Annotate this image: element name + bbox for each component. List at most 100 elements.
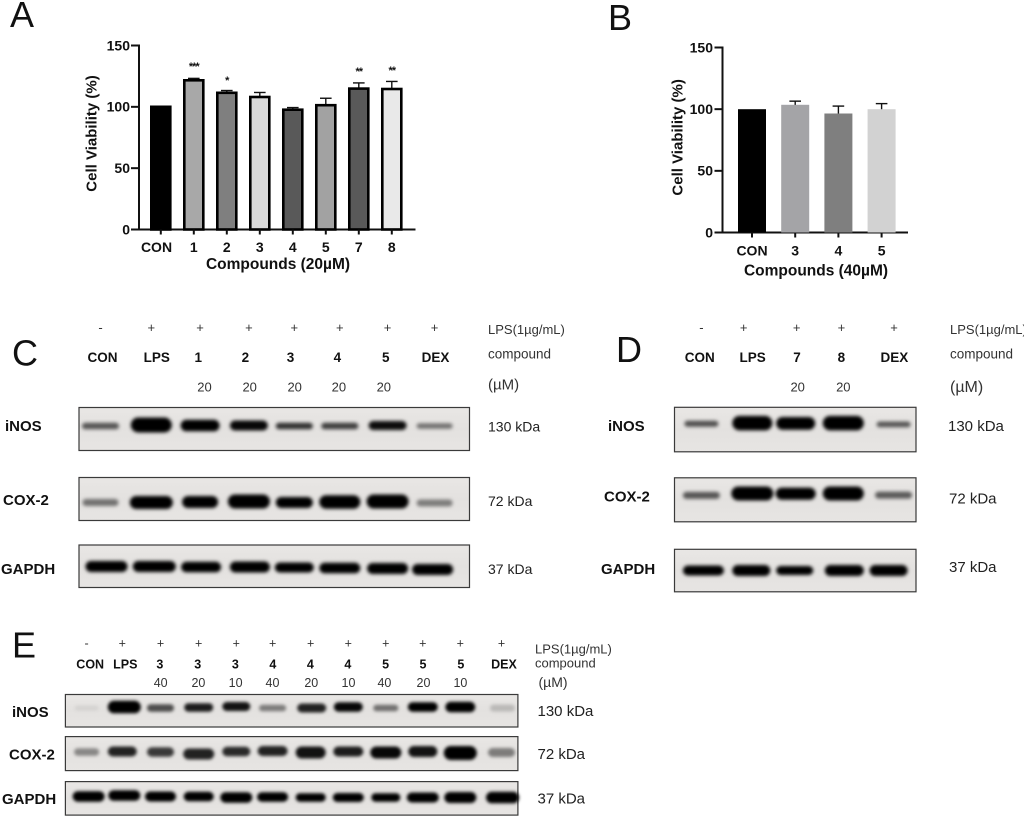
svg-text:+: + [419, 637, 426, 651]
svg-text:40: 40 [377, 676, 391, 690]
svg-text:5: 5 [457, 657, 464, 671]
svg-text:LPS(1µg/mL): LPS(1µg/mL) [535, 642, 612, 657]
svg-text:1: 1 [190, 239, 198, 255]
svg-text:LPS(1µg/mL): LPS(1µg/mL) [488, 322, 565, 337]
svg-text:1: 1 [194, 350, 202, 365]
svg-text:DEX: DEX [881, 350, 909, 365]
svg-text:+: + [890, 320, 898, 335]
svg-text:100: 100 [107, 99, 131, 115]
svg-text:*: * [225, 75, 230, 87]
svg-text:20: 20 [191, 676, 205, 690]
svg-text:7: 7 [793, 350, 801, 365]
svg-text:+: + [345, 637, 352, 651]
svg-text:150: 150 [690, 39, 714, 55]
svg-text:5: 5 [878, 243, 886, 259]
svg-text:DEX: DEX [422, 350, 450, 365]
svg-text:+: + [457, 637, 464, 651]
svg-text:iNOS: iNOS [608, 418, 645, 435]
svg-text:***: *** [189, 61, 201, 73]
svg-text:+: + [119, 637, 126, 651]
svg-text:+: + [307, 637, 314, 651]
svg-text:4: 4 [835, 243, 843, 259]
svg-text:5: 5 [382, 657, 389, 671]
svg-text:Cell Viability (%): Cell Viability (%) [84, 75, 101, 191]
svg-text:50: 50 [697, 163, 713, 179]
svg-text:+: + [382, 637, 389, 651]
svg-text:100: 100 [690, 101, 714, 117]
svg-text:DEX: DEX [491, 657, 517, 671]
svg-text:37 kDa: 37 kDa [949, 559, 997, 576]
svg-text:+: + [196, 320, 204, 335]
svg-text:20: 20 [287, 380, 301, 395]
svg-text:5: 5 [382, 350, 390, 365]
svg-text:50: 50 [114, 160, 130, 176]
svg-text:CON: CON [88, 350, 118, 365]
svg-text:CON: CON [141, 239, 172, 255]
svg-text:+: + [291, 320, 299, 335]
svg-text:compound: compound [535, 655, 596, 670]
svg-text:20: 20 [304, 676, 318, 690]
svg-text:**: ** [389, 65, 397, 77]
svg-text:-: - [699, 320, 703, 335]
svg-text:20: 20 [197, 380, 211, 395]
svg-text:+: + [233, 637, 240, 651]
svg-text:10: 10 [229, 676, 243, 690]
svg-text:A: A [10, 0, 34, 35]
svg-text:+: + [793, 320, 801, 335]
svg-text:CON: CON [76, 657, 104, 671]
svg-text:+: + [148, 320, 156, 335]
svg-text:130 kDa: 130 kDa [538, 703, 595, 720]
svg-text:+: + [740, 320, 748, 335]
svg-text:20: 20 [242, 380, 256, 395]
svg-text:COX-2: COX-2 [604, 489, 650, 506]
svg-text:Cell Viability (%): Cell Viability (%) [670, 79, 687, 195]
svg-text:20: 20 [790, 380, 804, 395]
svg-text:0: 0 [122, 221, 130, 237]
svg-text:(µM): (µM) [488, 377, 519, 394]
svg-text:0: 0 [705, 224, 713, 240]
svg-text:-: - [85, 637, 89, 651]
svg-text:72 kDa: 72 kDa [949, 491, 997, 508]
svg-text:20: 20 [377, 380, 391, 395]
svg-text:iNOS: iNOS [12, 704, 49, 721]
svg-text:GAPDH: GAPDH [2, 791, 56, 808]
svg-text:72 kDa: 72 kDa [488, 493, 533, 509]
svg-text:40: 40 [266, 676, 280, 690]
svg-text:5: 5 [420, 657, 427, 671]
svg-text:+: + [498, 637, 505, 651]
svg-text:+: + [157, 637, 164, 651]
svg-text:40: 40 [154, 676, 168, 690]
svg-text:4: 4 [344, 657, 351, 671]
svg-text:LPS: LPS [144, 350, 170, 365]
svg-text:3: 3 [256, 239, 264, 255]
svg-text:10: 10 [453, 676, 467, 690]
svg-text:(µM): (µM) [950, 379, 983, 396]
svg-text:3: 3 [194, 657, 201, 671]
svg-text:CON: CON [685, 350, 715, 365]
svg-text:4: 4 [334, 350, 342, 365]
svg-text:compound: compound [950, 347, 1013, 362]
svg-text:GAPDH: GAPDH [601, 561, 655, 578]
svg-text:compound: compound [488, 347, 551, 362]
svg-text:2: 2 [223, 239, 231, 255]
svg-text:5: 5 [322, 239, 330, 255]
svg-text:COX-2: COX-2 [3, 492, 49, 509]
svg-text:+: + [431, 320, 439, 335]
svg-text:3: 3 [791, 243, 799, 259]
svg-text:150: 150 [107, 37, 131, 53]
svg-text:D: D [616, 329, 642, 370]
svg-text:C: C [12, 333, 38, 374]
svg-text:20: 20 [836, 380, 850, 395]
svg-text:GAPDH: GAPDH [1, 561, 55, 578]
svg-text:iNOS: iNOS [5, 418, 42, 435]
svg-text:3: 3 [156, 657, 163, 671]
svg-text:LPS: LPS [113, 657, 137, 671]
svg-text:4: 4 [307, 657, 314, 671]
svg-text:**: ** [356, 66, 364, 78]
svg-text:B: B [608, 0, 632, 38]
svg-text:2: 2 [242, 350, 250, 365]
svg-text:4: 4 [289, 239, 297, 255]
svg-text:3: 3 [287, 350, 295, 365]
svg-text:E: E [12, 625, 36, 666]
svg-text:72 kDa: 72 kDa [538, 746, 586, 763]
